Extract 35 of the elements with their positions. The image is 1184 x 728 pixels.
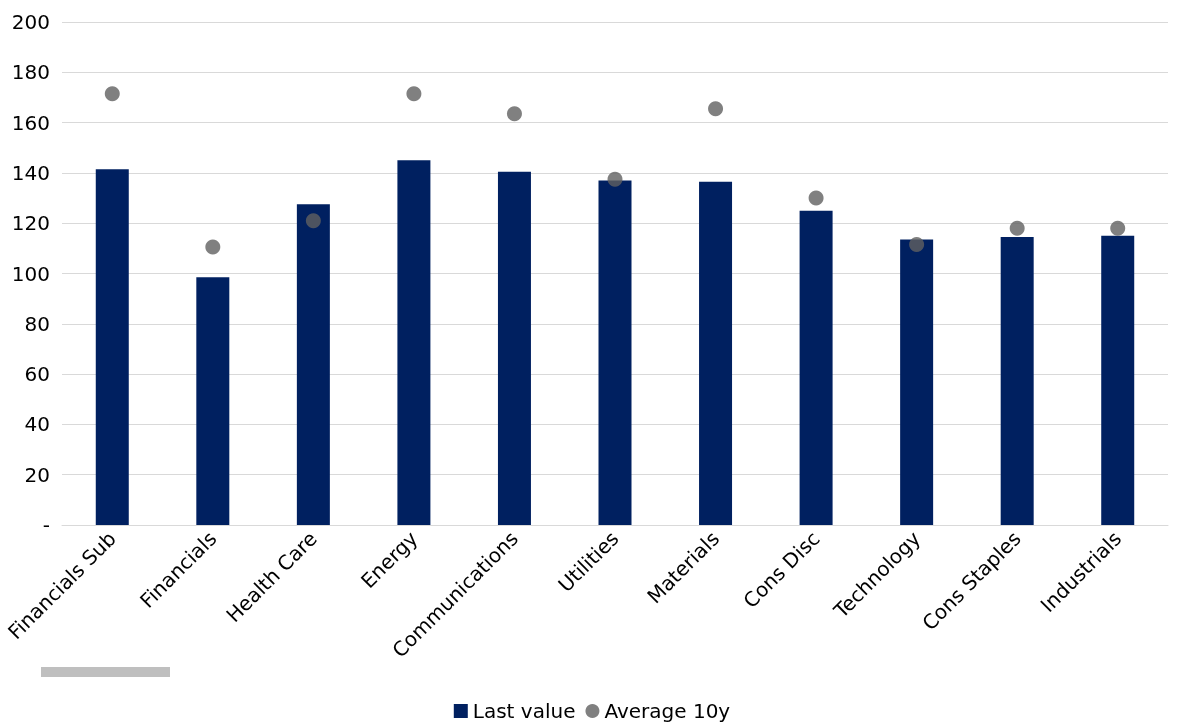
point [808, 190, 824, 206]
bar [497, 171, 531, 525]
point [104, 86, 120, 102]
bar [296, 204, 330, 525]
y-tick-label: 60 [24, 362, 50, 387]
bar [699, 181, 733, 525]
point [506, 106, 522, 122]
point [708, 101, 724, 117]
point [406, 86, 422, 102]
y-tick-label: 120 [11, 211, 50, 236]
bar [397, 160, 431, 525]
legend-label: Last value [472, 699, 576, 723]
point [205, 239, 221, 255]
bar [598, 180, 632, 525]
point [909, 237, 925, 253]
bar [1000, 237, 1034, 525]
y-tick-label: 100 [11, 261, 50, 286]
y-tick-label: 180 [11, 60, 50, 85]
point [1009, 220, 1025, 236]
y-tick-label: 20 [24, 462, 50, 487]
y-tick-label: - [42, 513, 50, 537]
y-tick-label: 40 [24, 412, 50, 437]
bar [95, 169, 129, 525]
y-tick-label: 200 [11, 10, 50, 34]
point [305, 213, 321, 229]
bar [196, 277, 230, 525]
bar [900, 239, 934, 525]
bar [799, 210, 833, 525]
y-tick-label: 160 [11, 110, 50, 135]
y-tick-label: 80 [24, 311, 50, 336]
legend-label: Average 10y [604, 699, 731, 723]
y-tick-label: 140 [11, 160, 50, 185]
point [1110, 220, 1126, 236]
bar [1101, 235, 1135, 525]
point [607, 171, 623, 187]
